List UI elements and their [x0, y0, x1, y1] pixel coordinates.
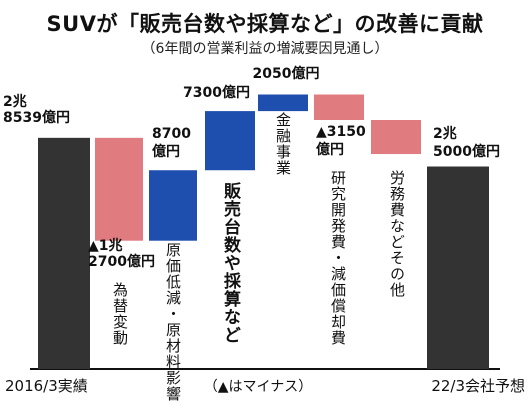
- chart-title: SUVが「販売台数や採算など」の改善に貢献: [46, 12, 484, 36]
- bar-6: [314, 94, 364, 121]
- value-label-1: 2兆 8539億円: [3, 94, 70, 126]
- category-label-6: 研究開発費・減価償却費: [329, 170, 347, 346]
- bar-2: [95, 137, 143, 241]
- minus-note: （▲はマイナス）: [204, 379, 313, 395]
- bar-1: [38, 137, 90, 369]
- bar-7: [371, 120, 421, 155]
- bar-8: [427, 166, 489, 369]
- value-label-3: 8700 億円: [152, 126, 191, 160]
- chart-subtitle: （6年間の営業利益の増減要因見通し）: [141, 41, 389, 57]
- bar-3: [149, 170, 197, 241]
- value-label-6: ▲3150 億円: [316, 124, 366, 158]
- bar-5: [258, 94, 308, 112]
- bar-4: [205, 111, 255, 171]
- category-label-2: 為替変動: [111, 282, 129, 346]
- category-label-3: 原価低減・原材料影響: [164, 242, 182, 401]
- category-label-4: 販売台数や採算など: [220, 181, 242, 344]
- value-label-2: ▲1兆 2700億円: [88, 238, 155, 270]
- value-label-4: 7300億円: [183, 84, 250, 101]
- value-label-8: 2兆 5000億円: [433, 126, 500, 160]
- category-label-8: 22/3会社予想: [431, 377, 525, 395]
- category-label-5: 金融事業: [274, 112, 292, 176]
- value-label-5: 2050億円: [253, 65, 320, 82]
- category-label-1: 2016/3実績: [5, 377, 88, 395]
- category-label-7: 労務費などその他: [388, 170, 406, 298]
